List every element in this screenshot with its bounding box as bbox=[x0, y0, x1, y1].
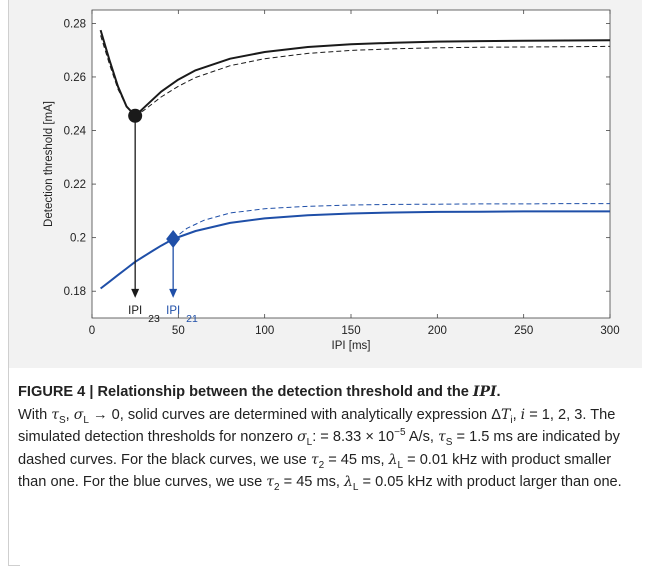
x-tick-label: 300 bbox=[600, 325, 619, 337]
y-tick-label: 0.26 bbox=[64, 72, 86, 84]
series-line-2 bbox=[99, 210, 610, 290]
caption-body: With τS, σL → 0, solid curves are determ… bbox=[18, 406, 622, 494]
figure-caption: FIGURE 4 | Relationship between the dete… bbox=[18, 381, 638, 494]
y-tick-label: 0.2 bbox=[70, 233, 86, 245]
y-axis-label: Detection threshold [mA] bbox=[43, 101, 55, 227]
marker-diamond bbox=[166, 229, 181, 248]
x-axis-label: IPI [ms] bbox=[332, 340, 371, 352]
figure-border-bottom bbox=[8, 565, 20, 566]
caption-heading: FIGURE 4 | Relationship between the dete… bbox=[18, 381, 638, 404]
x-tick-label: 100 bbox=[255, 325, 274, 337]
figure: 0 50 100 150 200 250 300 0.18 0.2 0.22 0.24 0.26 0.2… bbox=[8, 0, 642, 565]
y-tick-label: 0.24 bbox=[64, 126, 87, 138]
x-tick-label: 250 bbox=[514, 325, 533, 337]
arrow-head-1 bbox=[169, 288, 178, 298]
caption-heading-em: IPI bbox=[472, 384, 497, 400]
x-tick-label: 50 bbox=[172, 325, 185, 337]
series-line-1 bbox=[100, 35, 611, 117]
y-tick-label: 0.22 bbox=[64, 179, 86, 191]
y-tick-label: 0.28 bbox=[64, 18, 86, 30]
x-tick-label: 200 bbox=[428, 325, 447, 337]
arrow-head-0 bbox=[131, 288, 140, 298]
plot-area bbox=[91, 9, 611, 319]
figure-panel: 0 50 100 150 200 250 300 0.18 0.2 0.22 0.24 0.26 0.2… bbox=[8, 0, 642, 368]
series-line-3 bbox=[172, 203, 610, 240]
figure-border bbox=[8, 0, 9, 565]
marker-circle bbox=[128, 108, 143, 123]
detection-threshold-chart: 0 50 100 150 200 250 300 0.18 0.2 0.22 0.24 0.26 0.2… bbox=[43, 9, 620, 352]
x-tick-label: 0 bbox=[89, 325, 95, 337]
arrow-label-1: IPI bbox=[166, 305, 180, 317]
arrow-label-0: IPI bbox=[128, 305, 142, 317]
caption-heading-end: . bbox=[496, 384, 501, 400]
x-tick-label: 150 bbox=[341, 325, 360, 337]
caption-heading-text: FIGURE 4 | Relationship between the dete… bbox=[18, 384, 473, 400]
arrow-label-sub-0: 23 bbox=[148, 313, 160, 325]
arrow-label-sub-1: 21 bbox=[186, 313, 198, 325]
y-tick-label: 0.18 bbox=[64, 286, 86, 298]
